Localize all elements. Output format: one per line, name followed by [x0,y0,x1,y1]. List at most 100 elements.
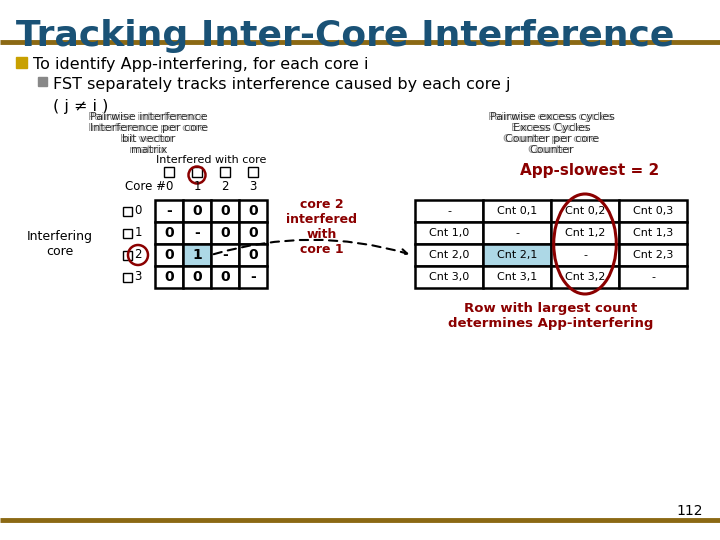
Text: App-slowest = 2: App-slowest = 2 [521,163,660,178]
Bar [619,244,687,266]
Text: 0: 0 [164,270,174,284]
Text: Cnt 1,3: Cnt 1,3 [633,228,673,238]
Text: To identify App-interfering, for each core i: To identify App-interfering, for each co… [33,57,369,72]
Text: Core #: Core # [125,180,166,193]
Text: Cnt 3,1: Cnt 3,1 [497,272,537,282]
Text: Tracking Inter-Core Interference: Tracking Inter-Core Interference [16,19,675,53]
Text: 0: 0 [135,205,142,218]
Bar [183,244,211,266]
Bar [16,57,27,68]
Text: 0: 0 [220,270,230,284]
Bar [123,273,132,282]
Bar [123,207,132,216]
Text: ( j ≠ i ): ( j ≠ i ) [53,99,109,114]
Text: bit vector: bit vector [120,134,174,144]
Bar [123,251,132,260]
Bar [415,244,483,266]
Bar [483,266,551,288]
Bar [155,266,183,288]
Text: -: - [447,206,451,216]
Bar [551,244,619,266]
Text: Interference per core: Interference per core [90,123,208,133]
Text: Cnt 3,2: Cnt 3,2 [564,272,606,282]
Bar [183,266,211,288]
Bar [239,266,267,288]
Bar [192,167,202,177]
Text: 112: 112 [677,504,703,518]
Text: 0: 0 [164,226,174,240]
Text: core 2
interfered
with
core 1: core 2 interfered with core 1 [286,198,357,256]
Text: Cnt 2,1: Cnt 2,1 [497,250,537,260]
Text: 0: 0 [248,248,258,262]
Bar [415,200,483,222]
Bar [220,167,230,177]
Text: Interfered with core: Interfered with core [156,155,266,165]
Bar [483,244,551,266]
Bar [211,266,239,288]
Text: 1: 1 [134,226,142,240]
Text: 1: 1 [193,180,201,193]
Text: -: - [166,204,172,218]
Text: Cnt 0,1: Cnt 0,1 [497,206,537,216]
Text: Cnt 2,3: Cnt 2,3 [633,250,673,260]
Text: Row with largest count
determines App-interfering: Row with largest count determines App-in… [449,302,654,330]
Bar [211,200,239,222]
Text: 0: 0 [248,204,258,218]
Text: matrix: matrix [129,145,166,155]
Bar [155,222,183,244]
Text: 0: 0 [220,226,230,240]
Text: 0: 0 [166,180,173,193]
Text: 3: 3 [135,271,142,284]
Text: Pairwise interference: Pairwise interference [90,112,208,122]
Bar [123,229,132,238]
Text: 2: 2 [221,180,229,193]
Text: -: - [583,250,587,260]
Bar [551,222,619,244]
Bar [239,200,267,222]
Text: -: - [194,226,200,240]
Text: Cnt 2,0: Cnt 2,0 [429,250,469,260]
Text: Cnt 1,0: Cnt 1,0 [429,228,469,238]
Text: Excess Cycles: Excess Cycles [513,123,591,133]
Text: Pairwise interference: Pairwise interference [88,112,206,122]
Bar [415,266,483,288]
Bar [239,244,267,266]
Text: -: - [515,228,519,238]
Text: Pairwise excess cycles: Pairwise excess cycles [487,112,613,122]
Text: matrix: matrix [131,145,167,155]
Bar [619,222,687,244]
Text: Cnt 3,0: Cnt 3,0 [429,272,469,282]
Bar [155,200,183,222]
Text: 0: 0 [164,248,174,262]
Text: Counter per core: Counter per core [505,134,599,144]
Text: -: - [250,270,256,284]
Text: Counter: Counter [530,145,575,155]
Text: Interference per core: Interference per core [88,123,206,133]
Text: 0: 0 [220,204,230,218]
Text: Pairwise excess cycles: Pairwise excess cycles [490,112,614,122]
Bar [164,167,174,177]
Text: FST separately tracks interference caused by each core j: FST separately tracks interference cause… [53,77,510,92]
Text: Cnt 1,2: Cnt 1,2 [564,228,606,238]
Bar [239,222,267,244]
Bar [183,222,211,244]
Text: Cnt 0,3: Cnt 0,3 [633,206,673,216]
Text: Cnt 0,2: Cnt 0,2 [564,206,606,216]
Text: 3: 3 [249,180,257,193]
Bar [248,167,258,177]
Text: 2: 2 [134,248,142,261]
Text: -: - [651,272,655,282]
Text: 0: 0 [192,270,202,284]
Bar [619,200,687,222]
Bar [38,77,47,86]
Bar [551,266,619,288]
Text: Counter per core: Counter per core [503,134,597,144]
Text: -: - [222,248,228,262]
Text: 0: 0 [192,204,202,218]
Text: Counter: Counter [528,145,572,155]
Text: bit vector: bit vector [122,134,176,144]
Bar [183,200,211,222]
Text: Excess Cycles: Excess Cycles [511,123,589,133]
Bar [211,222,239,244]
Bar [619,266,687,288]
